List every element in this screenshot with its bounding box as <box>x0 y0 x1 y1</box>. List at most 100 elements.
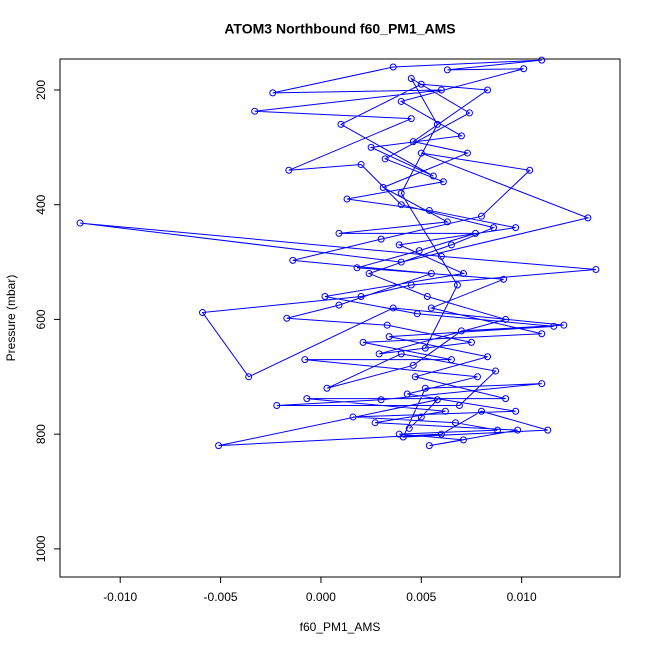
data-point <box>389 63 397 71</box>
data-point <box>367 143 375 151</box>
data-point <box>353 264 361 272</box>
data-point <box>273 401 281 409</box>
x-axis-label: f60_PM1_AMS <box>300 620 381 634</box>
data-point <box>478 407 486 415</box>
x-tick-label: -0.010 <box>103 590 137 604</box>
data-point <box>335 229 343 237</box>
data-point <box>473 373 481 381</box>
y-axis-label: Pressure (mbar) <box>4 275 18 362</box>
data-point <box>490 224 498 232</box>
x-tick-label: 0.005 <box>406 590 436 604</box>
data-point <box>199 309 207 317</box>
data-point <box>409 138 417 146</box>
data-point <box>323 384 331 392</box>
data-point <box>520 65 528 73</box>
chart-title: ATOM3 Northbound f60_PM1_AMS <box>224 21 455 37</box>
data-point <box>550 322 558 330</box>
data-point <box>500 275 508 283</box>
data-point <box>526 166 534 174</box>
x-tick-label: -0.005 <box>204 590 238 604</box>
data-point <box>544 426 552 434</box>
data-point <box>321 292 329 300</box>
y-tick-label: 1000 <box>34 535 48 562</box>
data-point <box>397 201 405 209</box>
data-point <box>417 149 425 157</box>
data-point <box>560 321 568 329</box>
data-point <box>514 426 522 434</box>
data-point <box>343 195 351 203</box>
data-point <box>425 442 433 450</box>
data-point <box>357 161 365 169</box>
y-tick-label: 600 <box>34 309 48 329</box>
data-point <box>289 256 297 264</box>
data-point <box>215 442 223 450</box>
data-point <box>76 219 84 227</box>
data-point <box>512 224 520 232</box>
y-tick-label: 200 <box>34 80 48 100</box>
data-point <box>357 292 365 300</box>
data-point <box>285 166 293 174</box>
data-point <box>512 407 520 415</box>
data-point <box>381 155 389 163</box>
data-point <box>429 172 437 180</box>
y-tick-label: 800 <box>34 424 48 444</box>
data-point <box>421 384 429 392</box>
data-point <box>467 338 475 346</box>
data-point <box>403 390 411 398</box>
data-point <box>371 419 379 427</box>
data-point <box>413 310 421 318</box>
data-point <box>379 183 387 191</box>
data-point <box>385 333 393 341</box>
data-point <box>337 120 345 128</box>
data-point <box>405 424 413 432</box>
data-point <box>447 241 455 249</box>
data-point <box>303 395 311 403</box>
data-point <box>437 252 445 260</box>
data-point <box>251 107 259 115</box>
data-point <box>494 426 502 434</box>
data-point <box>425 206 433 214</box>
data-point <box>453 281 461 289</box>
data-point <box>427 270 435 278</box>
data-point <box>451 419 459 427</box>
data-point <box>421 344 429 352</box>
data-point <box>365 270 373 278</box>
data-point <box>407 281 415 289</box>
data-point <box>269 89 277 97</box>
data-point <box>457 132 465 140</box>
x-tick-label: 0.010 <box>507 590 537 604</box>
data-point <box>437 430 445 438</box>
data-point <box>423 292 431 300</box>
data-point <box>383 321 391 329</box>
data-point <box>592 266 600 274</box>
data-point <box>397 258 405 266</box>
data-point <box>417 80 425 88</box>
data-point <box>502 395 510 403</box>
data-point <box>459 270 467 278</box>
data-point <box>538 56 546 64</box>
data-point <box>335 301 343 309</box>
data-point <box>584 214 592 222</box>
data-point <box>397 189 405 197</box>
data-point <box>301 356 309 364</box>
data-point <box>427 304 435 312</box>
data-point <box>359 338 367 346</box>
data-point <box>447 356 455 364</box>
data-point <box>437 86 445 94</box>
data-point <box>433 396 441 404</box>
data-point <box>377 235 385 243</box>
data-point <box>409 361 417 369</box>
data-point <box>538 330 546 338</box>
data-point <box>395 241 403 249</box>
data-point <box>478 212 486 220</box>
data-point <box>465 109 473 117</box>
x-tick-label: 0.000 <box>306 590 336 604</box>
data-point <box>443 218 451 226</box>
data-point <box>443 66 451 74</box>
data-point <box>538 380 546 388</box>
data-point <box>439 178 447 186</box>
data-point <box>283 314 291 322</box>
data-point <box>349 413 357 421</box>
data-point <box>397 350 405 358</box>
